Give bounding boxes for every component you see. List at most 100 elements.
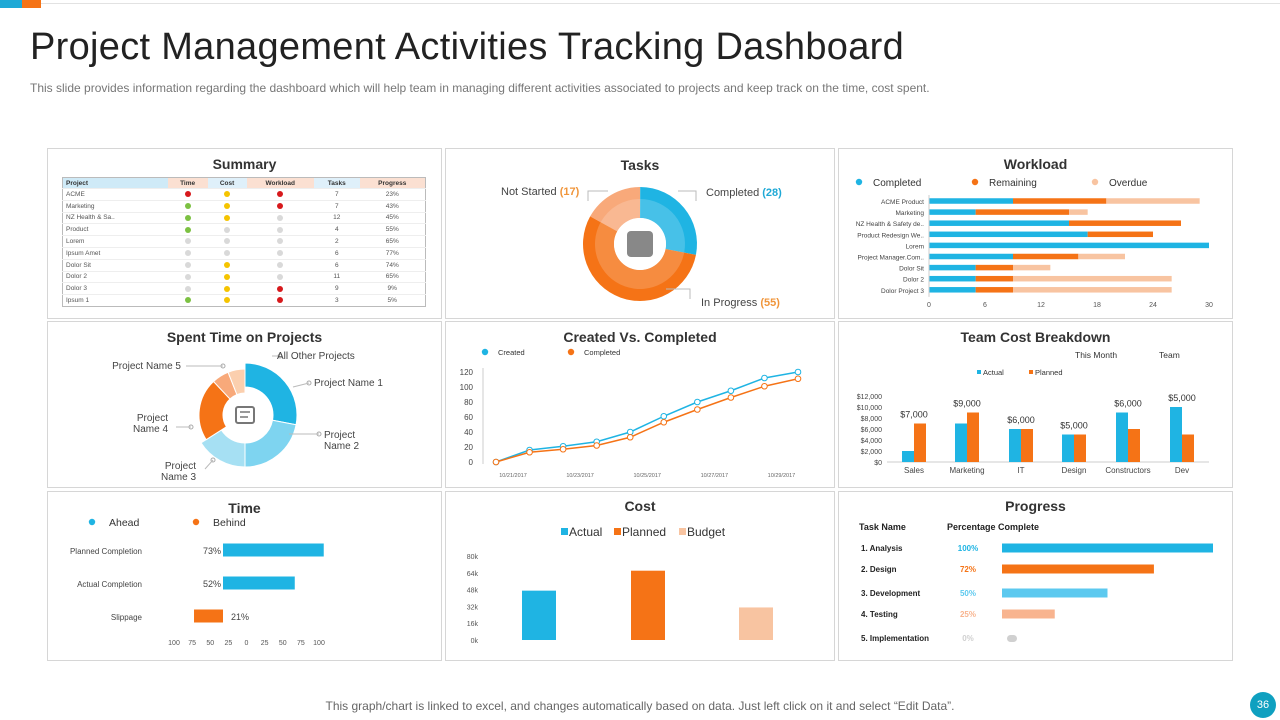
category-label: Design: [1062, 466, 1087, 475]
value-in-progress: (55): [760, 297, 780, 309]
col-header: Tasks: [313, 177, 360, 189]
page-subtitle: This slide provides information regardin…: [30, 81, 930, 95]
category-label: Marketing: [895, 210, 924, 217]
pie-slice: [583, 216, 696, 302]
leader-line: [666, 288, 691, 299]
tasks-cell: 6: [313, 258, 360, 272]
status-dot: [184, 250, 191, 257]
time-cell: [167, 282, 208, 295]
pie-slice: [640, 187, 697, 255]
category-label: Marketing: [949, 466, 984, 475]
progress-cell: 65%: [359, 270, 426, 283]
col-header: Workload: [246, 177, 314, 189]
y-tick-label: 80: [464, 398, 473, 407]
summary-row: ACME 7 23%: [62, 188, 426, 201]
data-label: $6,000: [1114, 399, 1142, 409]
summary-row: Dolor 3 9 9%: [62, 282, 426, 295]
legend-marker: [567, 348, 575, 356]
time-panel[interactable]: Time Ahead Behind Planned Completion 73% Act…: [47, 491, 442, 661]
x-tick-label: 18: [1093, 302, 1101, 309]
data-point: [626, 433, 634, 441]
y-tick-label: 0: [469, 458, 474, 467]
time-cell: [167, 235, 208, 248]
team-cost-panel[interactable]: Team Cost Breakdown This Month Team Actual…: [838, 321, 1233, 488]
cost-cell: [207, 211, 247, 224]
leader-line: [292, 382, 310, 388]
bar-segment: [975, 275, 1013, 282]
status-dot: [277, 238, 284, 245]
status-dot: [277, 285, 284, 292]
tasks-cell: 12: [313, 211, 360, 224]
data-point: [660, 418, 668, 426]
data-point: [694, 398, 701, 406]
percent-label: 100%: [958, 544, 978, 553]
category-label: ACME Product: [881, 199, 924, 206]
project-cell: NZ Health & Sa..: [62, 211, 168, 224]
data-point: [727, 394, 735, 401]
cost-panel[interactable]: Cost Actual Planned Budget 0k 16k 32k 48k 64k 80…: [445, 491, 835, 661]
summary-row: Product 4 55%: [62, 223, 426, 236]
tasks-panel[interactable]: Tasks Not Started (17) Completed (28) In P…: [445, 148, 835, 319]
category-label: Constructors: [1105, 466, 1150, 475]
progress-cell: 43%: [359, 199, 426, 213]
tasks-pie-chart: Not Started (17) Completed (28) In Progres…: [501, 186, 782, 309]
slice-label: Project: [324, 430, 355, 441]
page-number-badge: 36: [1250, 692, 1276, 718]
cost-cell: [207, 282, 247, 295]
status-dot: [277, 226, 284, 233]
time-title: Time: [228, 500, 261, 516]
task-label: 4. Testing: [861, 610, 898, 619]
x-tick-label: 24: [1149, 302, 1157, 309]
y-tick-label: 60: [464, 413, 473, 422]
time-cell: [167, 270, 208, 283]
pie-slice-highlight: [600, 199, 641, 232]
donut-hole: [227, 397, 263, 433]
slice-label: All Other Projects: [277, 351, 355, 362]
progress-bar: [1002, 609, 1055, 619]
bar-segment: [929, 275, 976, 282]
data-point: [761, 374, 768, 382]
x-tick-label: 10/27/2017: [701, 473, 729, 479]
chart-subtitle: Team: [1159, 350, 1180, 360]
bar: [1170, 407, 1182, 462]
data-point: [660, 412, 668, 420]
x-tick-label: 10/21/2017: [499, 473, 527, 479]
category-label: Project Manager.Com..: [858, 255, 925, 262]
x-tick-label: 50: [279, 640, 287, 647]
pie-slice: [590, 187, 641, 232]
label-not-started: Not Started (17): [501, 186, 580, 198]
legend-label: Completed: [584, 348, 620, 357]
top-rule: [41, 3, 1280, 4]
time-cell: [167, 294, 208, 307]
data-label: 21%: [231, 612, 249, 622]
status-dot: [277, 297, 284, 304]
workload-bar-chart: Completed Remaining Overdue ACME Product Mar…: [856, 178, 1213, 309]
label-completed: Completed (28): [706, 187, 782, 199]
cost-bar-chart: Actual Planned Budget 0k 16k 32k 48k 64k 80k: [467, 525, 773, 645]
created-completed-panel[interactable]: Created Vs. Completed Created Completed 0 2…: [445, 321, 835, 488]
progress-panel[interactable]: Progress Task Name Percentage Complete 1. …: [838, 491, 1233, 661]
category-label: Product Redesign We..: [857, 232, 924, 239]
data-label: $5,000: [1168, 393, 1196, 403]
cost-cell: [207, 258, 247, 272]
bar: [914, 423, 926, 462]
legend-label: Ahead: [109, 517, 140, 529]
tasks-cell: 3: [313, 294, 360, 307]
progress-bar: [1007, 635, 1017, 642]
data-point: [492, 458, 500, 466]
spent-time-panel[interactable]: Spent Time on Projects Project Name 1 Pro…: [47, 321, 442, 488]
workload-panel[interactable]: Workload Completed Remaining Overdue ACME P…: [838, 148, 1233, 319]
status-dot: [184, 226, 191, 233]
bar-segment: [929, 198, 1013, 204]
created-completed-title: Created Vs. Completed: [563, 329, 717, 345]
status-dot: [184, 238, 191, 245]
project-cell: Ipsum 1: [62, 294, 168, 307]
y-tick-label: 120: [460, 368, 474, 377]
project-cell: Lorem: [62, 235, 168, 248]
leader-line: [678, 190, 697, 201]
summary-panel[interactable]: Summary Project Time Cost Workload Tasks…: [47, 148, 442, 319]
bar-segment: [1087, 231, 1153, 238]
tasks-cell: 6: [313, 246, 360, 260]
legend-label: Overdue: [1109, 178, 1148, 189]
